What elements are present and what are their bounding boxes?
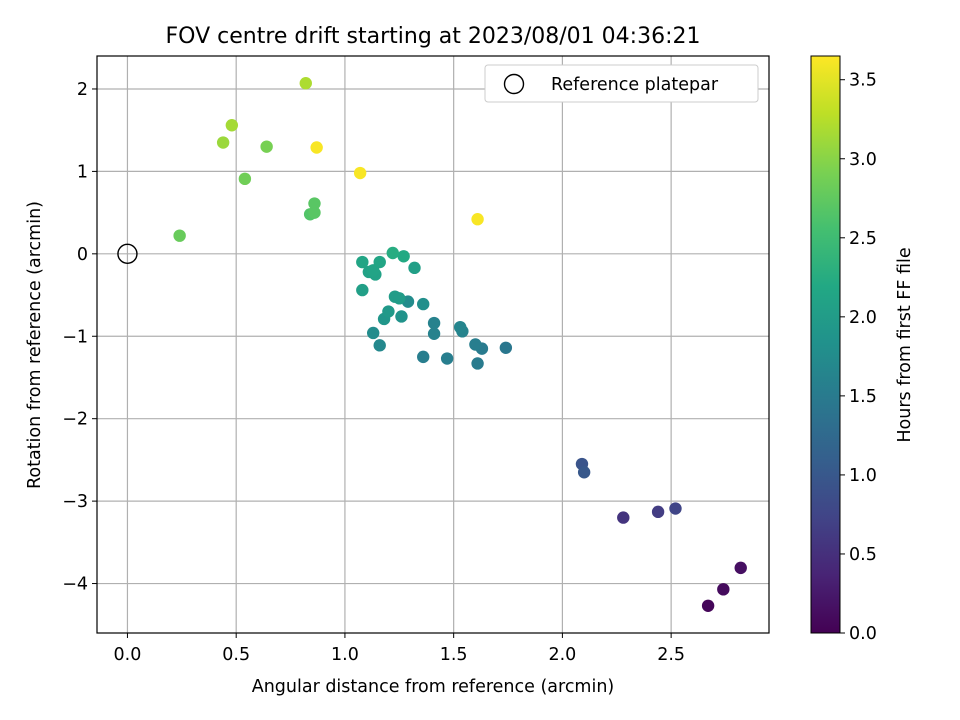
data-point: [308, 197, 321, 210]
data-point: [701, 599, 715, 612]
colorbar-tick-label: 2.5: [849, 229, 877, 249]
data-point: [356, 283, 369, 297]
data-point: [417, 350, 430, 364]
data-point: [225, 119, 239, 132]
data-point: [173, 229, 186, 242]
data-point: [308, 206, 321, 219]
data-point: [397, 250, 410, 263]
data-point: [238, 172, 252, 186]
reference-platepar-point: [117, 243, 138, 265]
x-tick-label: 1.5: [440, 645, 468, 665]
grid-lines: [97, 56, 769, 633]
data-point: [577, 466, 591, 479]
data-point: [440, 352, 454, 365]
data-point: [393, 292, 406, 305]
chart-title: FOV centre drift starting at 2023/08/01 …: [166, 24, 701, 49]
colorbar-tick-label: 1.0: [849, 466, 877, 486]
data-point: [417, 297, 430, 311]
y-tick-label: 2: [77, 80, 88, 100]
data-point: [386, 246, 399, 260]
reference-marker: [117, 243, 138, 265]
colorbar-tick-label: 3.0: [849, 150, 877, 170]
legend-box: [484, 64, 759, 103]
data-point: [373, 339, 386, 352]
legend-marker: [503, 73, 525, 95]
data-point: [471, 357, 484, 370]
colorbar: 0.0 0.5 1.0 1.5 2.0 2.5 3.0 3.5 Hours from firs…: [810, 55, 915, 644]
x-axis-label: Angular distance from reference (arcmin): [252, 677, 615, 697]
colorbar-tick-label: 3.5: [849, 71, 877, 91]
scatter-points: [173, 77, 747, 612]
y-tick-label: 0: [77, 245, 88, 265]
data-point: [366, 326, 380, 340]
colorbar-tick-label: 2.0: [849, 308, 877, 328]
data-point: [216, 136, 230, 149]
data-point: [717, 583, 730, 596]
data-point: [617, 511, 630, 524]
data-point: [453, 320, 467, 334]
plot-area-frame: [96, 55, 770, 634]
legend-label: Reference platepar: [551, 75, 719, 95]
colorbar-tick-label: 0.0: [849, 624, 877, 644]
data-point: [427, 316, 441, 330]
data-point: [499, 341, 513, 354]
x-tick-label: 2.0: [548, 645, 576, 665]
x-tick-label: 0.5: [222, 645, 250, 665]
data-point: [373, 255, 386, 269]
y-axis-label: Rotation from reference (arcmin): [25, 201, 45, 489]
data-point: [734, 561, 747, 575]
x-tick-label: 2.5: [657, 645, 685, 665]
colorbar-tick-label: 1.5: [849, 387, 877, 407]
y-axis-ticks: 2 1 0 −1 −2 −3 −4: [62, 80, 97, 595]
data-point: [353, 166, 367, 180]
data-point: [651, 505, 665, 519]
data-point: [356, 255, 369, 269]
colorbar-ticks: 0.0 0.5 1.0 1.5 2.0 2.5 3.0 3.5: [840, 71, 877, 644]
data-point: [469, 338, 482, 351]
data-point: [395, 310, 408, 323]
data-point: [310, 141, 323, 154]
x-tick-label: 0.0: [114, 645, 142, 665]
legend: Reference platepar: [484, 64, 759, 103]
y-tick-label: −3: [62, 492, 88, 512]
data-point: [471, 213, 484, 226]
data-point: [669, 502, 682, 515]
data-point: [382, 305, 395, 318]
data-point: [408, 261, 421, 275]
data-point: [299, 77, 312, 90]
colorbar-tick-label: 0.5: [849, 545, 877, 565]
data-point: [427, 327, 441, 340]
colorbar-label: Hours from first FF file: [895, 247, 915, 442]
y-tick-label: −1: [62, 327, 88, 347]
x-tick-label: 1.0: [331, 645, 359, 665]
x-axis-ticks: 0.0 0.5 1.0 1.5 2.0 2.5: [114, 633, 685, 665]
data-point: [260, 140, 273, 153]
y-tick-label: −4: [62, 575, 88, 595]
y-tick-label: −2: [62, 410, 88, 430]
y-tick-label: 1: [77, 162, 88, 182]
colorbar-gradient: [810, 55, 841, 634]
